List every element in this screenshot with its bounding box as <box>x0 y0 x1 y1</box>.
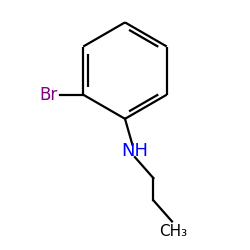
Text: Br: Br <box>39 86 57 104</box>
Text: CH₃: CH₃ <box>159 224 187 239</box>
Text: NH: NH <box>122 142 148 160</box>
